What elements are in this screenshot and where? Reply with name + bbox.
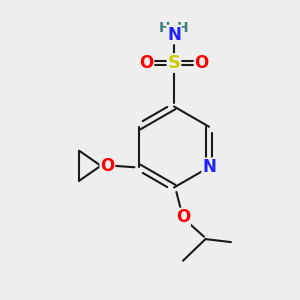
Text: N: N (202, 158, 216, 176)
Text: O: O (100, 157, 115, 175)
Text: H: H (159, 21, 171, 35)
Text: O: O (139, 54, 154, 72)
Text: N: N (167, 26, 181, 44)
Text: S: S (167, 54, 181, 72)
Text: O: O (194, 54, 209, 72)
Text: H: H (177, 21, 189, 35)
Text: O: O (176, 208, 190, 226)
